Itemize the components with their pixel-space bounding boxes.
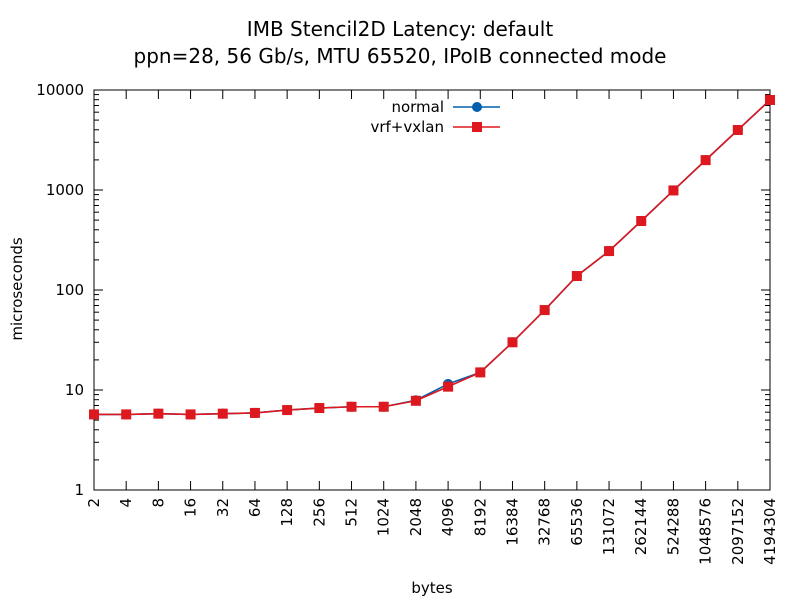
data-point [410,395,421,406]
data-point [153,408,164,419]
x-tick-label: 4096 [439,498,457,536]
x-tick-label: 2048 [407,498,425,536]
x-tick-label: 4 [117,498,135,508]
data-point [346,401,357,412]
x-tick-label: 131072 [600,498,618,555]
x-tick-label: 16384 [503,498,521,546]
series-line [94,99,771,416]
data-point [282,405,293,416]
chart-subtitle: ppn=28, 56 Gb/s, MTU 65520, IPoIB connec… [133,44,667,68]
data-point [443,381,454,392]
plot-frame [93,89,771,491]
data-point [121,409,132,420]
data-point [539,305,550,316]
data-point [571,271,582,282]
y-axis-ticks: 1 10 100 1000 10000 [36,81,770,499]
data-point [636,215,647,226]
data-point [700,155,711,166]
chart-title-block: IMB Stencil2D Latency: default ppn=28, 5… [0,16,800,70]
y-tick-label: 10000 [36,81,84,99]
data-point [249,407,260,418]
x-axis-ticks: 2 4 8 16 32 64 128 256 512 1024 2048 4096 8192 16384 3… [85,90,779,565]
x-tick-label: 4194304 [761,498,779,565]
data-point [314,403,325,414]
data-point [604,246,615,257]
y-tick-label: 10 [65,381,84,399]
data-point [378,401,389,412]
x-tick-label: 2097152 [729,498,747,565]
data-point [185,409,196,420]
x-axis-label: bytes [411,579,453,597]
series-1 [89,94,775,420]
x-tick-label: 1024 [375,498,393,536]
data-point [507,337,518,348]
x-tick-label: 524288 [664,498,682,555]
x-tick-label: 32768 [536,498,554,546]
legend-label: vrf+vxlan [370,118,444,136]
x-tick-label: 8 [149,498,167,508]
series-line [94,99,771,416]
data-point [765,94,775,105]
x-tick-label: 64 [246,498,264,517]
data-point [217,408,228,419]
series-layer [89,94,775,420]
series-2 [89,94,775,420]
x-tick-label: 256 [310,498,328,527]
y-tick-label: 100 [55,281,84,299]
x-tick-label: 8192 [471,498,489,536]
x-tick-label: 65536 [568,498,586,546]
y-tick-label: 1 [74,481,84,499]
x-tick-label: 512 [343,498,361,527]
y-tick-label: 1000 [46,181,84,199]
data-point [732,125,743,136]
legend-marker [472,122,482,132]
chart-title: IMB Stencil2D Latency: default [246,17,554,41]
data-point [475,367,486,378]
x-tick-label: 2 [85,498,103,508]
x-tick-label: 262144 [632,498,650,555]
data-point [668,185,679,196]
x-tick-label: 16 [182,498,200,517]
legend: normal vrf+vxlan [370,98,500,136]
legend-marker [472,102,482,112]
legend-label: normal [391,98,444,116]
y-axis-label: microseconds [8,237,26,341]
x-tick-label: 1048576 [697,498,715,565]
data-point [89,409,99,420]
x-tick-label: 128 [278,498,296,527]
x-tick-label: 32 [214,498,232,517]
